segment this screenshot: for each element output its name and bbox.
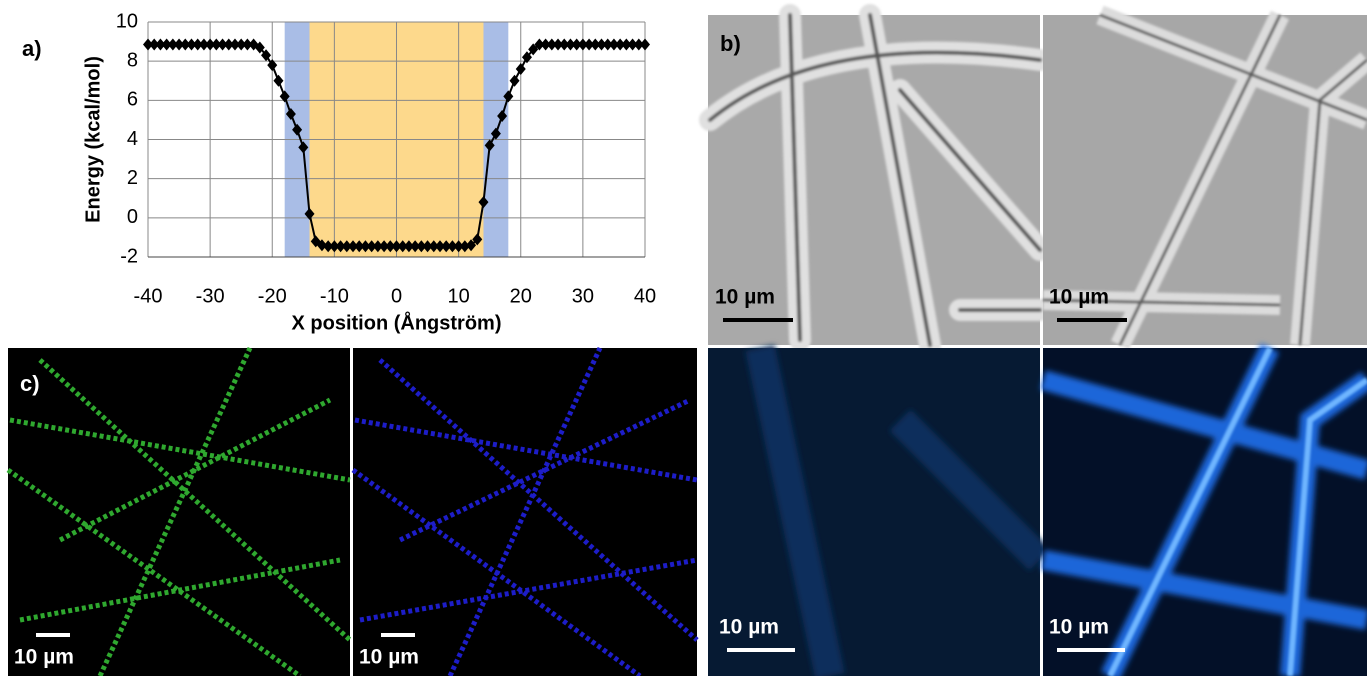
scale-bar-label: 10 µm [14,646,74,669]
x-tick-label: 20 [510,285,532,307]
x-tick-label: -30 [196,285,225,307]
y-tick-label: 2 [127,167,138,189]
panel-label: c) [20,371,40,396]
x-axis-label: X position (Ångström) [292,310,502,334]
data-point [510,75,520,87]
figure: a) b) c) -20246810-40-30-20-10010203040X… [0,0,1367,676]
panel-label: a) [22,36,42,61]
scale-bar-label: 10 µm [1049,616,1109,639]
x-tick-label: 30 [572,285,594,307]
scale-bar-label: 10 µm [359,646,419,669]
data-point [516,63,526,75]
image-green [8,348,350,676]
x-tick-label: -40 [134,285,163,307]
x-tick-label: -20 [258,285,287,307]
y-axis-label: Energy (kcal/mol) [82,56,104,223]
y-tick-label: 4 [127,128,138,150]
x-tick-label: -10 [320,285,349,307]
scale-bar-label: 10 µm [1049,286,1109,309]
page: a) b) c) -20246810-40-30-20-10010203040X… [0,0,1367,681]
scale-bar-label: 10 µm [715,286,775,309]
data-point [273,75,283,87]
scale-bar-label: 10 µm [719,616,779,639]
y-tick-label: 8 [127,49,138,71]
y-tick-label: 10 [116,10,138,32]
x-tick-label: 10 [448,285,470,307]
y-tick-label: 0 [127,206,138,228]
x-tick-label: 40 [634,285,656,307]
panel-label: b) [720,31,741,56]
data-point [640,39,650,51]
y-tick-label: -2 [120,245,138,267]
image-blue-3 [353,348,697,676]
x-tick-label: 0 [391,285,402,307]
y-tick-label: 6 [127,89,138,111]
